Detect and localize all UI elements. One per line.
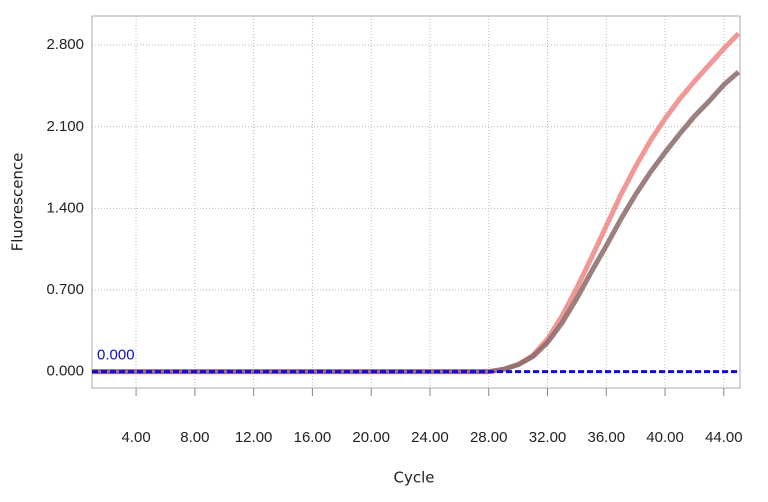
plot-area: [91, 15, 741, 389]
x-tick-label: 36.00: [588, 429, 626, 446]
y-tick-label: 2.800: [46, 36, 84, 53]
x-tick-label: 16.00: [294, 429, 332, 446]
x-tick-label: 28.00: [470, 429, 508, 446]
x-tick-label: 12.00: [235, 429, 273, 446]
series-line: [92, 70, 741, 375]
x-tick-label: 20.00: [352, 429, 390, 446]
x-tick-label: 24.00: [411, 429, 449, 446]
x-axis-label: Cycle: [394, 469, 435, 487]
x-tick-label: 40.00: [646, 429, 684, 446]
y-tick-label: 0.700: [46, 281, 84, 298]
threshold-label: 0.000: [97, 347, 135, 364]
y-tick-label: 2.100: [46, 118, 84, 135]
y-tick-label: 0.000: [46, 363, 84, 380]
x-tick-label: 4.00: [121, 429, 150, 446]
x-tick-label: 8.00: [180, 429, 209, 446]
x-tick-label: 32.00: [529, 429, 567, 446]
x-tick-label: 44.00: [705, 429, 743, 446]
y-axis-label: Fluorescence: [9, 153, 27, 252]
y-tick-label: 1.400: [46, 199, 84, 216]
